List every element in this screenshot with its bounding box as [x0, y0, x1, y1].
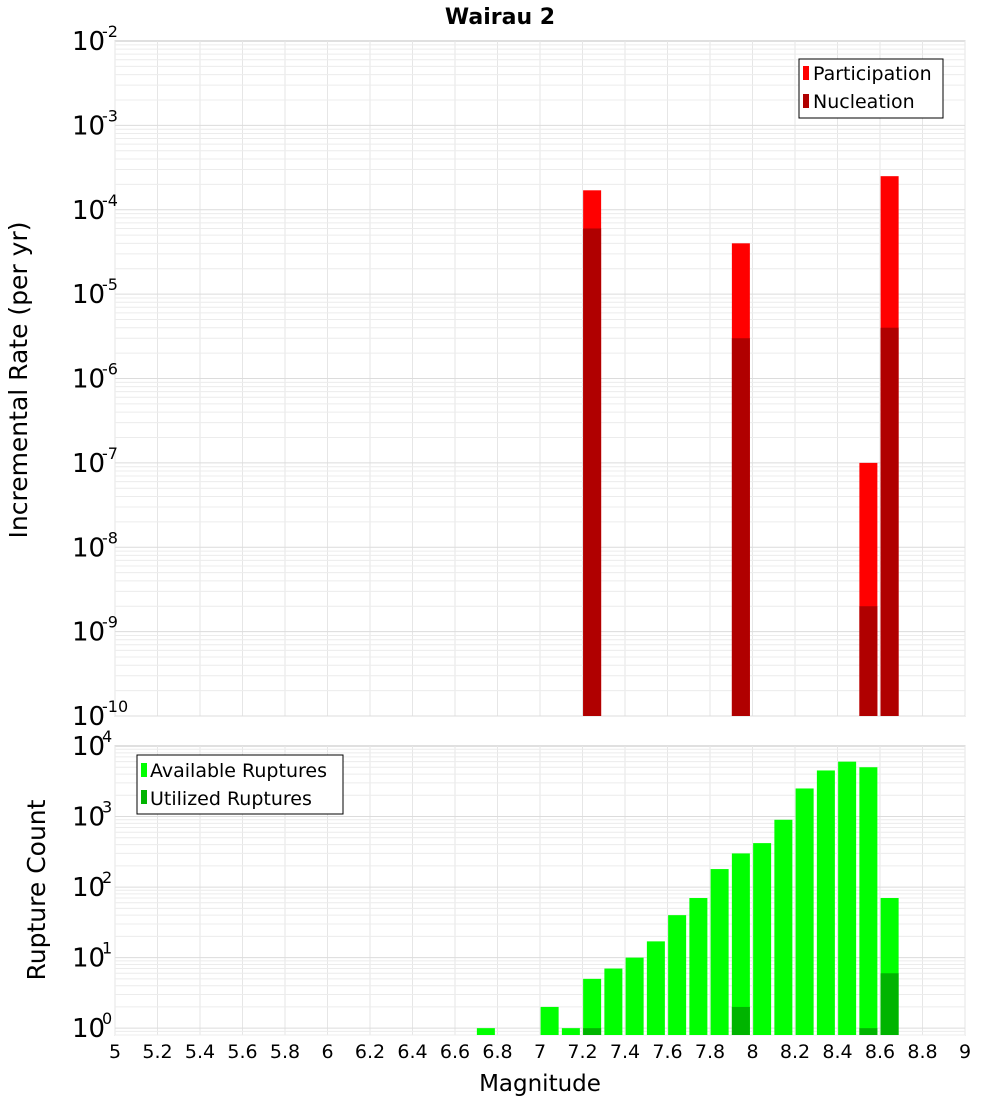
x-tick-label: 8: [746, 1041, 758, 1063]
x-tick-label: 6.2: [355, 1041, 385, 1063]
bar-available-ruptures: [753, 843, 772, 1035]
legend-swatch-available-ruptures: [141, 763, 147, 777]
bar-nucleation: [731, 338, 750, 716]
y-tick-label: 10: [72, 111, 105, 141]
x-tick-label: 6.4: [397, 1041, 427, 1063]
rate-y-ticks: 10-210-310-410-510-610-710-810-910-10: [72, 22, 128, 732]
x-tick-label: 8.2: [780, 1041, 810, 1063]
y-tick-exponent: 2: [102, 868, 112, 887]
x-tick-label: 8.4: [822, 1041, 852, 1063]
y-tick-exponent: -7: [102, 444, 118, 463]
bar-available-ruptures: [838, 761, 857, 1035]
legend-label-available-ruptures: Available Ruptures: [150, 760, 327, 782]
x-tick-label: 5.4: [185, 1041, 215, 1063]
y-tick-label: 10: [72, 944, 105, 974]
y-tick-exponent: 4: [102, 727, 112, 746]
x-tick-label: 7.4: [610, 1041, 640, 1063]
x-tick-label: 6.8: [482, 1041, 512, 1063]
y-tick-exponent: -2: [102, 22, 118, 41]
bar-available-ruptures: [774, 819, 793, 1035]
legend-swatch-nucleation: [803, 94, 809, 108]
bar-utilized-ruptures: [859, 1028, 878, 1035]
y-tick-label: 10: [72, 702, 105, 732]
y-tick-label: 10: [72, 533, 105, 563]
bar-utilized-ruptures: [731, 1006, 750, 1035]
y-tick-exponent: 0: [102, 1009, 112, 1028]
bar-available-ruptures: [795, 788, 814, 1035]
bar-available-ruptures: [689, 898, 708, 1035]
legend-label-nucleation: Nucleation: [813, 91, 915, 113]
y-tick-label: 10: [72, 365, 105, 395]
y-tick-label: 10: [72, 803, 105, 833]
x-tick-label: 9: [959, 1041, 971, 1063]
y-tick-label: 10: [72, 1014, 105, 1044]
rate-plot-bars: [583, 176, 899, 717]
rate-plot-grid: [114, 41, 966, 717]
y-tick-exponent: -3: [102, 106, 118, 125]
x-tick-label: 8.8: [907, 1041, 937, 1063]
x-tick-label: 6.6: [440, 1041, 470, 1063]
legend-label-participation: Participation: [813, 63, 932, 85]
y-tick-label: 10: [72, 618, 105, 648]
bar-available-ruptures: [583, 978, 602, 1035]
x-tick-label: 7.6: [652, 1041, 682, 1063]
bar-available-ruptures: [625, 957, 644, 1035]
x-tick-label: 5.8: [270, 1041, 300, 1063]
legend-swatch-utilized-ruptures: [141, 790, 147, 804]
magnitude-x-ticks: 5 5.2 5.4 5.6 5.8 6 6.2 6.4 6.6 6.8 7 7.2 7.4 7.6 7.8 8…: [109, 1041, 971, 1063]
y-tick-label: 10: [72, 27, 105, 57]
y-tick-label: 10: [72, 873, 105, 903]
bar-available-ruptures: [816, 770, 835, 1035]
x-tick-label: 7.2: [567, 1041, 597, 1063]
bar-nucleation: [583, 228, 602, 716]
x-tick-label: 5.2: [142, 1041, 172, 1063]
x-axis-label: Magnitude: [479, 1071, 601, 1097]
y-tick-exponent: -6: [102, 360, 118, 379]
chart-title: Wairau 2: [445, 5, 555, 30]
y-tick-exponent: -10: [102, 697, 128, 716]
x-tick-label: 8.6: [865, 1041, 895, 1063]
y-tick-exponent: -8: [102, 528, 118, 547]
legend-label-utilized-ruptures: Utilized Ruptures: [150, 788, 312, 810]
bar-available-ruptures: [604, 968, 623, 1035]
bar-nucleation: [880, 327, 899, 716]
rate-y-axis-label: Incremental Rate (per yr): [4, 222, 33, 539]
bar-available-ruptures: [668, 915, 687, 1035]
rate-legend-box: [798, 58, 944, 119]
bar-available-ruptures: [731, 853, 750, 1035]
count-legend-box: [136, 754, 344, 815]
bar-utilized-ruptures: [583, 1028, 602, 1035]
bar-available-ruptures: [859, 767, 878, 1035]
y-tick-label: 10: [72, 196, 105, 226]
y-tick-label: 10: [72, 449, 105, 479]
rate-legend: Participation Nucleation: [798, 58, 944, 119]
bar-available-ruptures: [646, 941, 665, 1035]
y-tick-exponent: 3: [102, 798, 112, 817]
count-legend: Available Ruptures Utilized Ruptures: [136, 754, 344, 815]
y-tick-exponent: -9: [102, 613, 118, 632]
y-tick-label: 10: [72, 280, 105, 310]
bar-utilized-ruptures: [880, 973, 899, 1035]
bar-available-ruptures: [476, 1028, 495, 1035]
x-tick-label: 5.6: [227, 1041, 257, 1063]
x-tick-label: 7.8: [695, 1041, 725, 1063]
y-tick-label: 10: [72, 732, 105, 762]
y-tick-exponent: -5: [102, 275, 118, 294]
x-tick-label: 5: [109, 1041, 121, 1063]
legend-swatch-participation: [803, 66, 809, 80]
y-tick-exponent: 1: [102, 939, 112, 958]
x-tick-label: 6: [321, 1041, 333, 1063]
y-tick-exponent: -4: [102, 191, 118, 210]
bar-nucleation: [859, 606, 878, 716]
bar-available-ruptures: [561, 1028, 580, 1035]
count-plot-bars: [476, 761, 899, 1035]
bar-available-ruptures: [710, 869, 729, 1035]
x-tick-label: 7: [534, 1041, 546, 1063]
bar-available-ruptures: [540, 1006, 559, 1035]
count-y-axis-label: Rupture Count: [22, 799, 51, 980]
